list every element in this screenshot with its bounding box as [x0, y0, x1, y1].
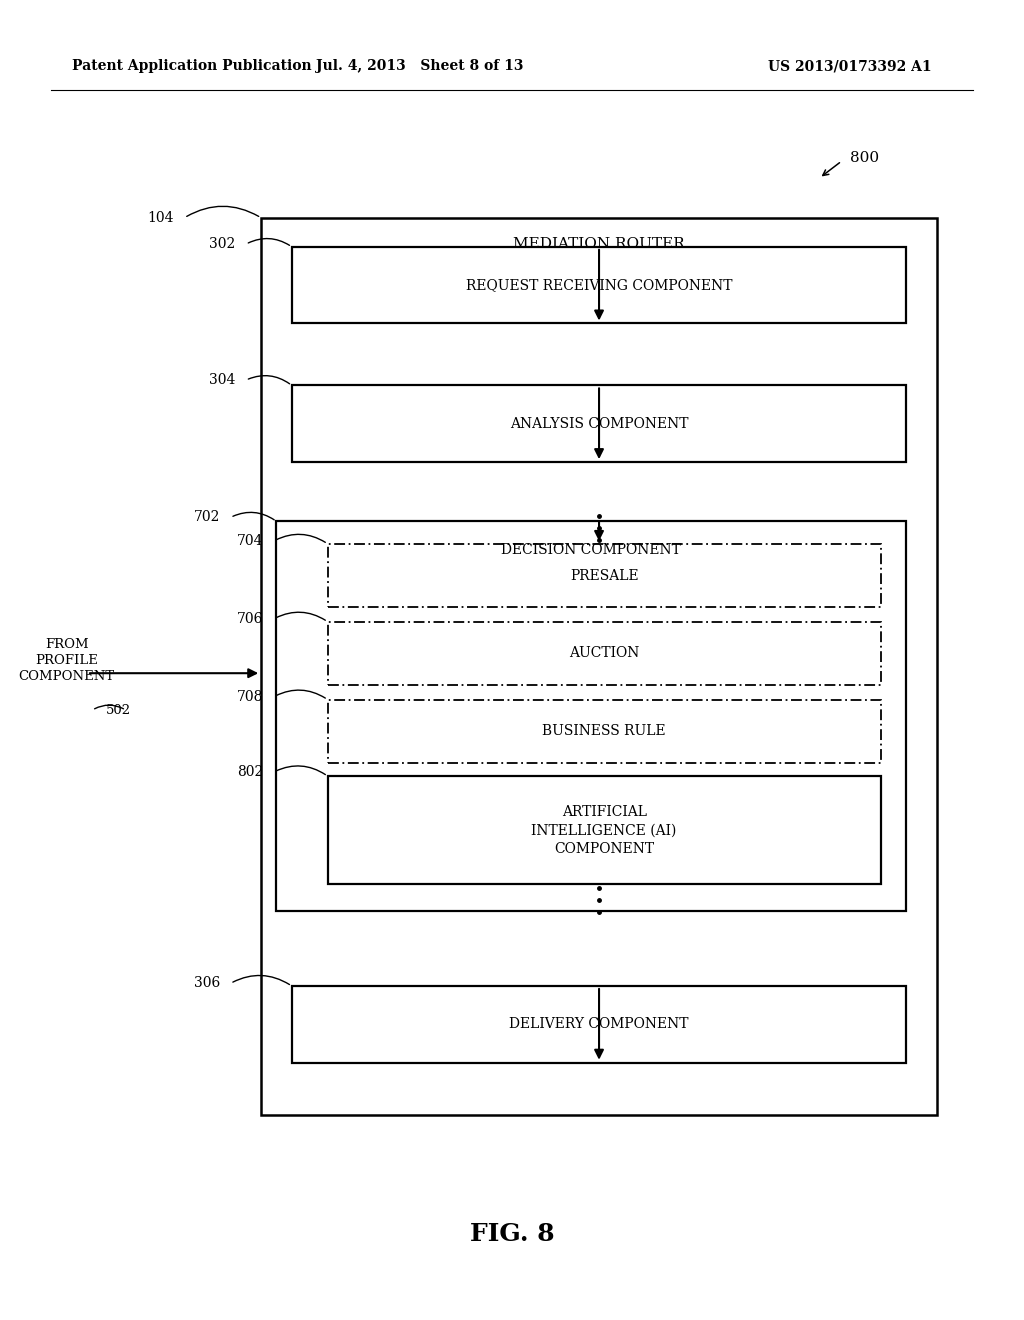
Text: 708: 708	[237, 690, 263, 704]
Text: FROM
PROFILE
COMPONENT: FROM PROFILE COMPONENT	[18, 638, 115, 682]
Text: 502: 502	[105, 704, 131, 717]
Text: ARTIFICIAL
INTELLIGENCE (AI)
COMPONENT: ARTIFICIAL INTELLIGENCE (AI) COMPONENT	[531, 805, 677, 855]
Text: 800: 800	[850, 152, 879, 165]
Text: US 2013/0173392 A1: US 2013/0173392 A1	[768, 59, 932, 73]
Text: 702: 702	[194, 511, 220, 524]
Text: 802: 802	[237, 766, 263, 779]
Bar	[292, 247, 906, 323]
Bar	[261, 218, 937, 1115]
Text: 306: 306	[194, 977, 220, 990]
Text: PRESALE: PRESALE	[569, 569, 639, 582]
Text: 304: 304	[209, 374, 236, 387]
Bar	[328, 622, 881, 685]
Text: BUSINESS RULE: BUSINESS RULE	[543, 725, 666, 738]
Text: 302: 302	[209, 238, 236, 251]
Text: 704: 704	[237, 535, 263, 548]
Text: AUCTION: AUCTION	[569, 647, 639, 660]
Text: FIG. 8: FIG. 8	[470, 1222, 554, 1246]
Text: DECISION COMPONENT: DECISION COMPONENT	[502, 544, 681, 557]
Text: 706: 706	[237, 612, 263, 626]
Text: 104: 104	[147, 211, 174, 224]
Text: REQUEST RECEIVING COMPONENT: REQUEST RECEIVING COMPONENT	[466, 279, 732, 292]
Bar	[276, 521, 906, 911]
Bar	[328, 776, 881, 884]
Bar	[328, 700, 881, 763]
Bar	[292, 385, 906, 462]
Text: MEDIATION ROUTER: MEDIATION ROUTER	[513, 238, 685, 251]
Text: Patent Application Publication: Patent Application Publication	[72, 59, 311, 73]
Text: Jul. 4, 2013   Sheet 8 of 13: Jul. 4, 2013 Sheet 8 of 13	[316, 59, 523, 73]
Bar	[328, 544, 881, 607]
Bar	[292, 986, 906, 1063]
Text: DELIVERY COMPONENT: DELIVERY COMPONENT	[509, 1018, 689, 1031]
Text: ANALYSIS COMPONENT: ANALYSIS COMPONENT	[510, 417, 688, 430]
